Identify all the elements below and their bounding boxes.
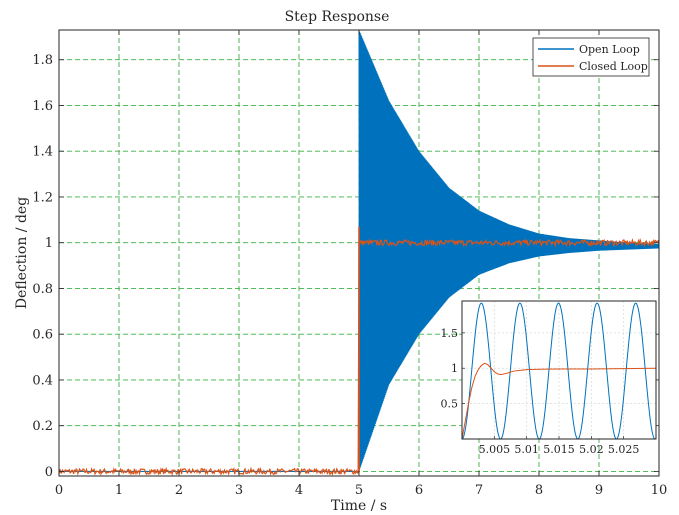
legend-box xyxy=(532,37,650,77)
y-tick-label: 0.8 xyxy=(32,282,53,297)
x-axis-label: Time / s xyxy=(331,498,387,514)
main-ticks: 0 1 2 3 4 5 6 7 8 9 10 0 0.2 0.4 0.6 0.8 1 1.2 1.4 1.6 1.8 xyxy=(32,30,667,498)
y-axis-label: Deflection / deg xyxy=(14,197,30,309)
x-tick-label: 6 xyxy=(415,483,423,498)
x-tick-label: 5 xyxy=(355,483,363,498)
x-tick-label: 8 xyxy=(535,483,543,498)
x-tick-label: 10 xyxy=(651,483,668,498)
x-tick-label: 0 xyxy=(55,483,63,498)
y-tick-label: 1.6 xyxy=(32,99,53,114)
y-tick-label: 1.4 xyxy=(32,145,53,160)
y-tick-label: 0 xyxy=(45,465,53,480)
inset-y-tick-label: 1 xyxy=(451,362,458,375)
inset-x-tick-label: 5.01 xyxy=(514,443,539,456)
inset-closed-loop-line xyxy=(461,362,657,440)
y-tick-label: 0.6 xyxy=(32,328,53,343)
x-tick-label: 2 xyxy=(175,483,183,498)
inset-x-tick-label: 5.02 xyxy=(579,443,604,456)
main-plot-area xyxy=(58,29,660,477)
legend-label-closed-loop: Closed Loop xyxy=(579,60,648,73)
inset-open-loop-line xyxy=(461,302,657,440)
x-tick-label: 7 xyxy=(475,483,483,498)
chart-title: Step Response xyxy=(285,9,390,25)
x-tick-label: 9 xyxy=(595,483,603,498)
legend: Open Loop Closed Loop xyxy=(532,37,650,77)
y-tick-label: 1.8 xyxy=(32,53,53,68)
inset-y-tick-label: 1.5 xyxy=(441,327,459,340)
x-tick-label: 3 xyxy=(235,483,243,498)
inset-x-tick-label: 5.005 xyxy=(479,443,511,456)
y-tick-label: 1 xyxy=(45,236,53,251)
open-loop-line xyxy=(358,29,660,471)
x-tick-label: 1 xyxy=(115,483,123,498)
y-tick-label: 0.2 xyxy=(32,419,53,434)
inset-plot-area xyxy=(461,302,657,440)
inset-y-tick-label: 0.5 xyxy=(441,398,459,411)
legend-label-open-loop: Open Loop xyxy=(579,43,640,56)
inset-ticks: 5.005 5.01 5.015 5.02 5.025 0.5 1 1.5 xyxy=(441,327,640,456)
y-tick-label: 0.4 xyxy=(32,373,53,388)
y-tick-label: 1.2 xyxy=(32,190,53,205)
inset-x-tick-label: 5.015 xyxy=(543,443,575,456)
inset-x-tick-label: 5.025 xyxy=(608,443,640,456)
x-tick-label: 4 xyxy=(295,483,303,498)
